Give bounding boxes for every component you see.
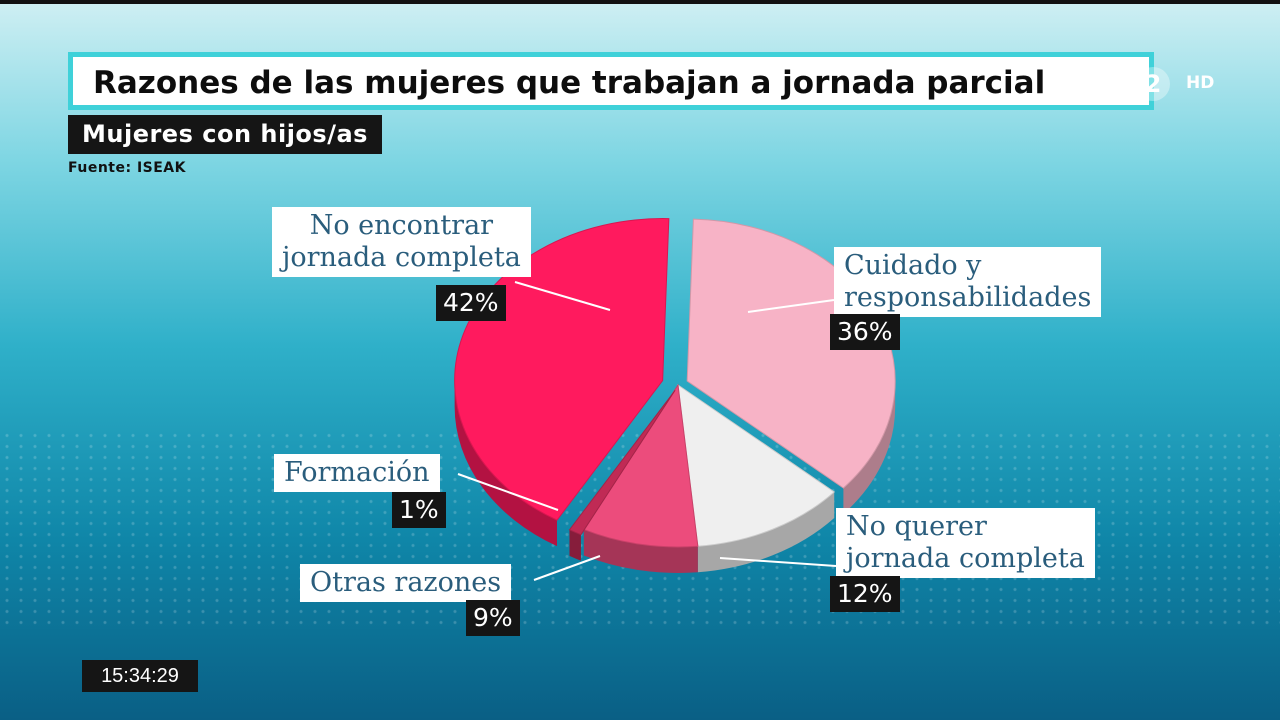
label-no-encontrar: No encontrar jornada completa [272,207,531,277]
label-no-encontrar-line2: jornada completa [282,242,521,273]
label-no-encontrar-line1: No encontrar [309,210,494,241]
leader-line-cuidado [747,299,835,313]
chart-title: Razones de las mujeres que trabajan a jo… [93,65,1046,101]
channel-number: 2 [1136,67,1170,101]
hd-badge: HD [1186,73,1215,93]
label-otras: Otras razones [300,564,512,602]
pie-side-formacion [569,529,581,561]
pct-cuidado: 36% [830,314,900,350]
label-formacion-line1: Formación [284,457,430,488]
chart-subtitle: Mujeres con hijos/as [68,115,382,154]
pie-side-no-encontrar [454,380,558,547]
top-border [0,0,1280,4]
source-note: Fuente: ISEAK [68,160,186,176]
leader-line-formacion [457,473,559,511]
pie-slice-formacion [568,389,676,536]
leader-line-otras [533,555,601,581]
eitb-chevron-icon [1090,66,1126,102]
title-banner: Razones de las mujeres que trabajan a jo… [68,52,1154,110]
label-no-querer-line1: No querer [846,511,987,542]
pie-slice-no-encontrar [454,218,670,521]
label-cuidado-line2: responsabilidades [844,282,1092,313]
channel-logo: 2 HD [1088,62,1228,106]
clock: 15:34:29 [82,660,198,692]
leader-line-no-querer [719,557,837,567]
pct-otras: 9% [466,600,520,636]
label-no-querer-line2: jornada completa [846,543,1085,574]
pie-slice-no-querer [677,383,836,547]
leader-line-no-encontrar [514,281,611,311]
pct-formacion: 1% [392,492,446,528]
label-cuidado-line1: Cuidado y [844,250,982,281]
pct-no-encontrar: 42% [436,285,506,321]
pie-side-cuidado [843,381,896,514]
label-no-querer: No querer jornada completa [836,508,1095,578]
label-cuidado: Cuidado y responsabilidades [834,247,1102,317]
pct-no-querer: 12% [830,576,900,612]
label-formacion: Formación [274,454,440,492]
pie-slice-otras [583,383,699,548]
pie-side-otras [583,529,698,573]
label-otras-line1: Otras razones [310,567,502,598]
